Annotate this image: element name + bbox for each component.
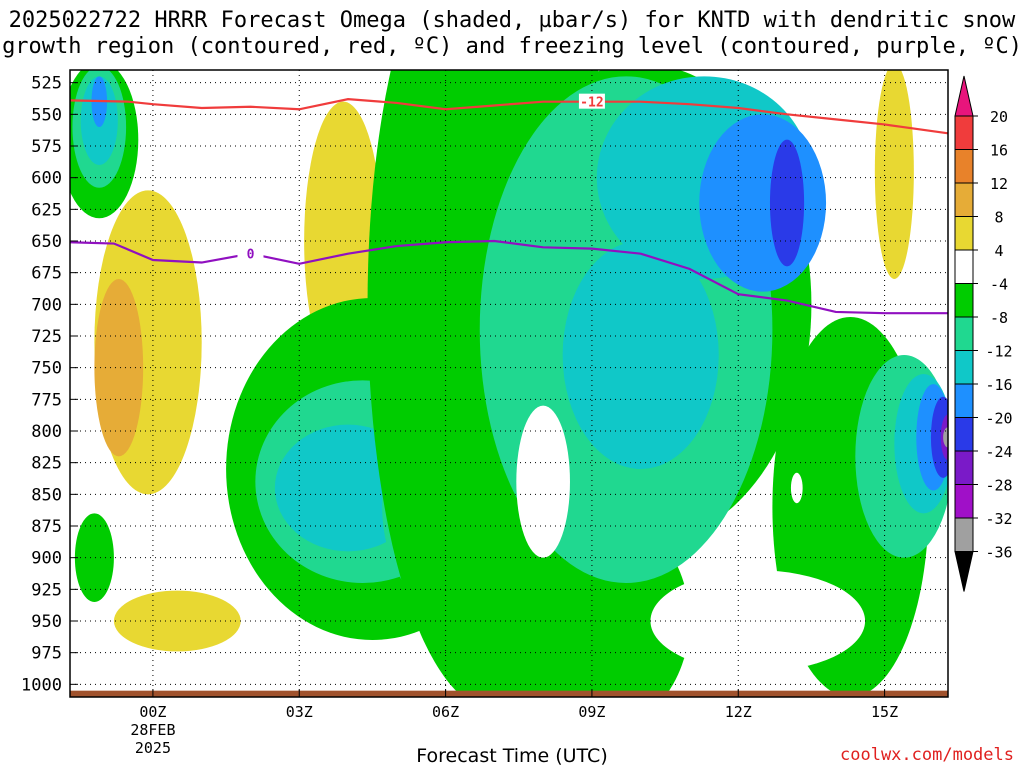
omega-region [790, 472, 803, 504]
omega-region [943, 427, 948, 448]
colorbar-bin [954, 115, 974, 150]
colorbar-bin [954, 417, 974, 452]
chart-title-line2: growth region (contoured, red, ºC) and f… [2, 34, 1022, 59]
colorbar-bin [954, 149, 974, 184]
y-tick-label: 575 [31, 137, 62, 157]
y-tick-label: 625 [31, 200, 62, 220]
y-tick-label: 600 [31, 169, 62, 189]
x-axis-label: Forecast Time (UTC) [416, 745, 608, 767]
freezing-level-contour [69, 239, 948, 315]
y-tick-label: 800 [31, 422, 62, 442]
x-tick-label: 06Z [432, 703, 459, 721]
omega-region [769, 139, 805, 267]
freezing-level-contour-label-bg [237, 245, 264, 261]
y-tick-label: 850 [31, 485, 62, 505]
x-tick-label: 09Z [578, 703, 605, 721]
colorbar-bin [954, 216, 974, 251]
colorbar-label: 8 [994, 209, 1003, 227]
omega-region [94, 279, 144, 457]
omega-region [562, 241, 719, 469]
x-tick-label: 12Z [725, 703, 752, 721]
colorbar-label: 16 [990, 142, 1008, 160]
colorbar-bin [954, 75, 974, 117]
omega-shading [70, 70, 948, 697]
colorbar-label: -16 [985, 376, 1012, 394]
colorbar-label: 12 [990, 175, 1008, 193]
colorbar-label: -12 [985, 343, 1012, 361]
omega-region [113, 590, 241, 652]
colorbar-label: -32 [985, 510, 1012, 528]
colorbar-bin [954, 517, 974, 552]
x-tick-sublabel-date: 28FEB [130, 721, 175, 739]
colorbar-label: -20 [985, 410, 1012, 428]
y-tick-label: 725 [31, 327, 62, 347]
dgz-contour-label: -12 [580, 96, 603, 111]
omega-region [874, 70, 914, 279]
colorbar-label: -8 [990, 309, 1008, 327]
y-tick-label: 825 [31, 454, 62, 474]
dgz-contour [69, 98, 949, 135]
colorbar-bin [954, 316, 974, 351]
colorbar-bin [954, 249, 974, 284]
terrain-strip [70, 690, 948, 697]
colorbar-label: -24 [985, 443, 1012, 461]
colorbar-bin [954, 450, 974, 485]
x-tick-label: 00Z [139, 703, 166, 721]
y-tick-label: 950 [31, 612, 62, 632]
omega-region [74, 513, 114, 603]
colorbar-label: -4 [990, 276, 1008, 294]
freezing-level-contour-label: 0 [247, 248, 255, 263]
colorbar-bin [954, 283, 974, 318]
credit-link[interactable]: coolwx.com/models [840, 745, 1014, 765]
y-tick-label: 1000 [21, 675, 62, 695]
x-tick-label: 03Z [286, 703, 313, 721]
colorbar-label: 20 [990, 108, 1008, 126]
omega-region [699, 114, 827, 292]
colorbar-bin [954, 383, 974, 418]
y-tick-label: 875 [31, 517, 62, 537]
x-tick-label: 15Z [871, 703, 898, 721]
colorbar-bin [954, 350, 974, 385]
colorbar-label: -36 [985, 544, 1012, 562]
y-tick-label: 525 [31, 74, 62, 94]
y-tick-label: 775 [31, 390, 62, 410]
y-tick-label: 700 [31, 295, 62, 315]
colorbar-bin [954, 551, 974, 592]
omega-region [650, 570, 866, 672]
y-tick-label: 750 [31, 359, 62, 379]
colorbar-label: -28 [985, 477, 1012, 495]
y-tick-label: 550 [31, 105, 62, 125]
colorbar-bin [954, 182, 974, 217]
dgz-contour-label-bg [578, 93, 605, 109]
plot-frame [69, 69, 949, 698]
y-tick-label: 975 [31, 644, 62, 664]
x-tick-sublabel-year: 2025 [135, 739, 171, 757]
omega-region [516, 405, 570, 558]
y-tick-label: 650 [31, 232, 62, 252]
omega-region [930, 396, 948, 478]
y-tick-label: 675 [31, 264, 62, 284]
y-tick-label: 900 [31, 549, 62, 569]
colorbar-label: 4 [994, 242, 1003, 260]
colorbar-bin [954, 484, 974, 519]
y-tick-label: 925 [31, 580, 62, 600]
chart-title-line1: 2025022722 HRRR Forecast Omega (shaded, … [8, 8, 1016, 33]
